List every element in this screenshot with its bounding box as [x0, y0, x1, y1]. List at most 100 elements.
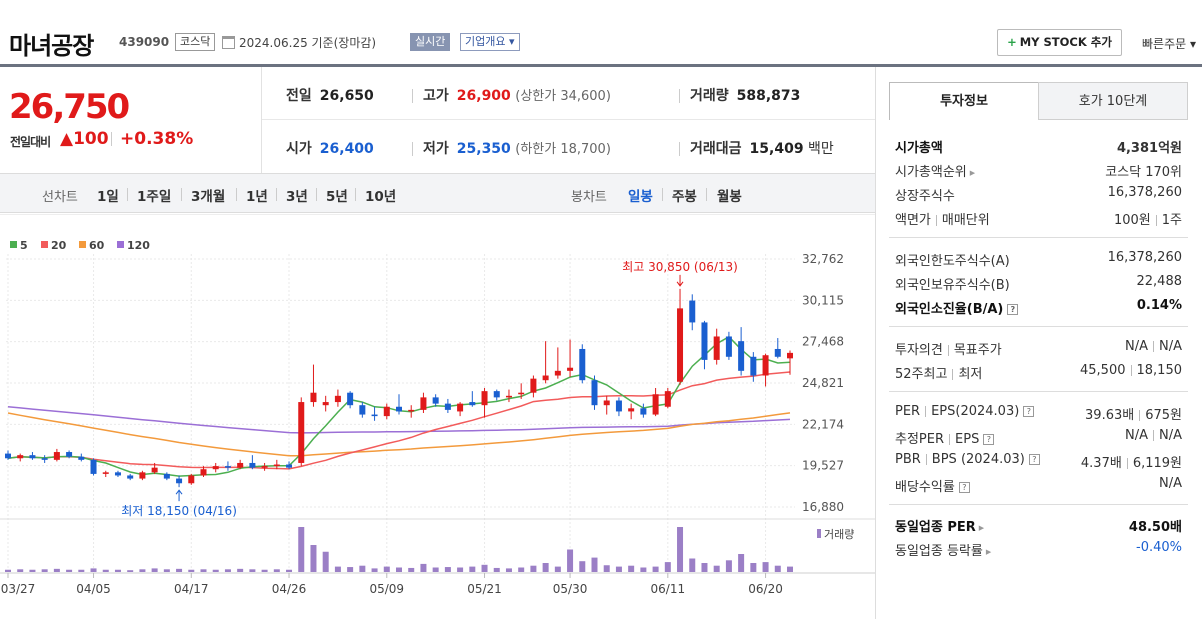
quote-high: 고가 26,900 (상한가 34,600)	[412, 85, 611, 105]
info-divider	[889, 237, 1188, 238]
info-row[interactable]: 동일업종 등락률 ▶ -0.40%	[895, 540, 1182, 560]
volume-bar	[29, 569, 36, 572]
candle-body	[66, 452, 73, 457]
low-arrow-head	[175, 489, 183, 495]
info-value: 45,500 18,150	[1080, 363, 1182, 378]
volume-legend-swatch	[817, 529, 821, 538]
volume-bar	[127, 570, 134, 572]
info-key: 52주최고 최저	[895, 363, 982, 382]
price-chart[interactable]: 32,762 30,115 27,468 24,821 22,174 19,527 16,8…	[0, 214, 875, 619]
market-cap-value: 4,381억원	[1116, 141, 1182, 156]
help-icon[interactable]: ?	[1028, 454, 1040, 465]
period-5y[interactable]: 5년	[326, 189, 348, 205]
info-key: 동일업종 등락률 ▶	[895, 540, 991, 559]
info-value: 4,381억원	[1117, 137, 1182, 156]
quote-amount-unit: 백만	[808, 141, 834, 157]
quote-open: 시가 26,400	[286, 138, 374, 158]
help-icon[interactable]: ?	[1023, 406, 1035, 417]
period-10y[interactable]: 10년	[365, 189, 397, 205]
volume-bar	[652, 566, 659, 572]
candle-body	[90, 459, 97, 474]
volume-bar	[176, 568, 183, 572]
period-separator	[316, 188, 317, 201]
tab-invest-info[interactable]: 투자정보	[889, 82, 1039, 120]
mystock-add-button[interactable]: + MY STOCK 추가	[997, 29, 1122, 56]
info-value-text: 100원	[1113, 213, 1151, 228]
period-3y[interactable]: 3년	[286, 189, 308, 205]
candle-body	[163, 473, 170, 479]
info-row[interactable]: 시가총액순위 ▶ 코스닥 170위	[895, 161, 1182, 181]
quick-order-dropdown[interactable]: 빠른주문 ▾	[1142, 37, 1196, 51]
info-key: 액면가 매매단위	[895, 209, 990, 228]
y-tick-label: 30,115	[802, 293, 844, 307]
info-key: 시가총액순위 ▶	[895, 161, 975, 180]
volume-bar	[5, 569, 11, 572]
volume-bar	[579, 561, 586, 572]
volume-bar	[90, 568, 97, 572]
info-row: 외국인한도주식수(A) 16,378,260	[895, 250, 1182, 270]
candle-body	[334, 395, 341, 403]
period-separator	[706, 188, 707, 201]
volume-bar	[310, 545, 317, 572]
info-key: 외국인소진율(B/A)?	[895, 298, 1019, 317]
candle-body	[628, 408, 635, 412]
volume-bar	[273, 569, 280, 572]
candle-body	[347, 392, 354, 406]
help-icon[interactable]: ?	[958, 482, 970, 493]
info-key-text: 동일업종 등락률	[895, 544, 983, 559]
candle-body	[371, 414, 378, 417]
info-key-text: 동일업종 PER	[895, 520, 976, 535]
info-row: 상장주식수 16,378,260	[895, 185, 1182, 205]
y-tick-label: 19,527	[802, 459, 844, 473]
volume-bar	[359, 565, 366, 572]
help-icon[interactable]: ?	[1007, 304, 1019, 315]
period-1d[interactable]: 1일	[97, 189, 119, 205]
quote-amount-label: 거래대금	[690, 141, 742, 157]
realtime-button[interactable]: 실시간	[410, 33, 451, 51]
info-key-text: 목표주가	[953, 343, 1002, 358]
candle-body	[640, 408, 647, 415]
volume-bar	[774, 565, 781, 572]
volume-bar	[591, 557, 598, 572]
volume-bar	[139, 569, 146, 572]
separator	[952, 369, 954, 380]
volume-bar	[347, 567, 354, 572]
candle-body	[200, 469, 207, 476]
volume-bar	[396, 567, 402, 572]
company-info-dropdown[interactable]: 기업개요 ▾	[460, 33, 520, 51]
separator	[1153, 341, 1154, 352]
info-key-text: 52주최고	[895, 367, 948, 382]
info-row: PER EPS(2024.03)? 39.63배 675원	[895, 404, 1182, 424]
volume-bar	[615, 566, 622, 572]
candle-body	[505, 395, 512, 398]
quote-low: 저가 25,350 (하한가 18,700)	[412, 138, 611, 158]
period-1y[interactable]: 1년	[246, 189, 268, 205]
candle-monthly[interactable]: 월봉	[717, 189, 742, 205]
volume-bar	[750, 563, 757, 572]
period-3m[interactable]: 3개월	[191, 189, 226, 205]
candle-body	[787, 352, 793, 359]
y-tick-label: 16,880	[802, 500, 844, 514]
info-value: N/A N/A	[1125, 339, 1182, 354]
info-row[interactable]: 동일업종 PER ▶ 48.50배	[895, 516, 1182, 536]
legend-swatch	[79, 241, 86, 248]
info-key-text: 최저	[958, 367, 983, 382]
volume-bar	[188, 569, 195, 572]
help-icon[interactable]: ?	[983, 434, 995, 445]
info-value-text: 39.63배	[1085, 408, 1135, 423]
volume-bar	[530, 565, 537, 572]
tab-orderbook[interactable]: 호가 10단계	[1038, 82, 1188, 120]
candle-body	[41, 458, 48, 460]
candle-body	[322, 402, 329, 406]
info-key-text: 배당수익률	[895, 480, 955, 495]
candle-daily[interactable]: 일봉	[628, 189, 653, 205]
line-chart-label: 선차트	[42, 190, 78, 205]
candle-body	[774, 348, 781, 357]
period-1w[interactable]: 1주일	[137, 189, 172, 205]
volume-bar	[725, 560, 732, 572]
quote-separator	[679, 142, 680, 156]
candle-body	[127, 475, 134, 479]
candle-weekly[interactable]: 주봉	[672, 189, 697, 205]
stock-name: 마녀공장	[9, 32, 94, 60]
info-value: 48.50배	[1128, 520, 1182, 535]
